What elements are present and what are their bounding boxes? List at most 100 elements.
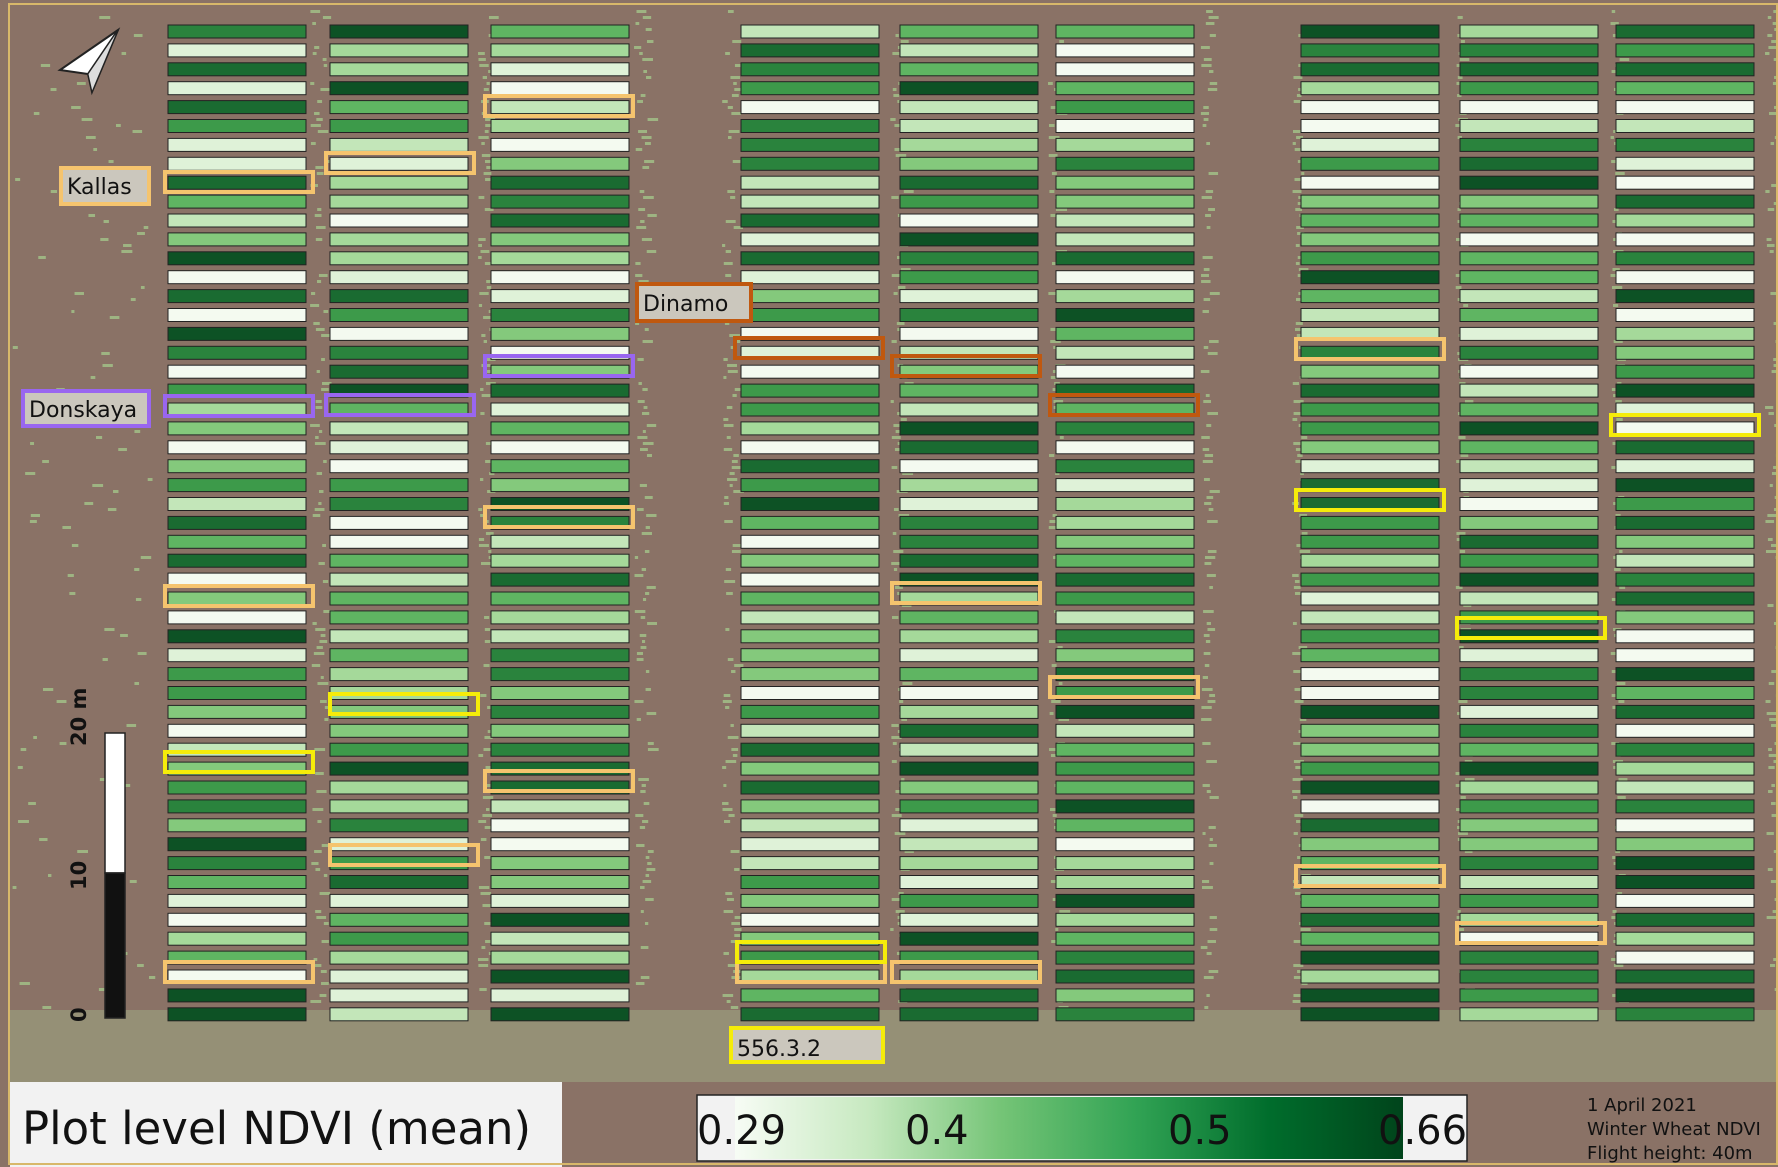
plot-cell[interactable] xyxy=(740,761,880,776)
plot-cell[interactable] xyxy=(329,534,469,549)
plot-cell[interactable] xyxy=(1459,364,1599,379)
plot-cell[interactable] xyxy=(1459,572,1599,587)
plot-cell[interactable] xyxy=(1300,837,1440,852)
plot-cell[interactable] xyxy=(1300,629,1440,644)
plot-cell[interactable] xyxy=(1615,326,1755,341)
plot-cell[interactable] xyxy=(899,421,1039,436)
plot-cell[interactable] xyxy=(490,572,630,587)
plot-cell[interactable] xyxy=(1459,308,1599,322)
plot-cell[interactable] xyxy=(1615,194,1755,209)
plot-cell[interactable] xyxy=(329,723,469,738)
plot-cell[interactable] xyxy=(490,119,630,133)
plot-cell[interactable] xyxy=(490,402,630,417)
plot-cell[interactable] xyxy=(167,497,307,511)
plot-cell[interactable] xyxy=(490,969,630,984)
plot-cell[interactable] xyxy=(740,137,880,152)
plot-cell[interactable] xyxy=(490,156,630,171)
plot-cell[interactable] xyxy=(1055,818,1195,833)
plot-cell[interactable] xyxy=(1055,308,1195,322)
plot-cell[interactable] xyxy=(1055,648,1195,663)
plot-cell[interactable] xyxy=(1615,686,1755,700)
plot-cell[interactable] xyxy=(1300,270,1440,285)
plot-cell[interactable] xyxy=(167,686,307,700)
plot-cell[interactable] xyxy=(899,912,1039,927)
plot-cell[interactable] xyxy=(1055,969,1195,984)
plot-cell[interactable] xyxy=(1055,837,1195,852)
plot-cell[interactable] xyxy=(490,43,630,58)
plot-cell[interactable] xyxy=(167,515,307,530)
plot-cell[interactable] xyxy=(899,667,1039,682)
plot-cell[interactable] xyxy=(740,251,880,266)
plot-cell[interactable] xyxy=(1615,704,1755,719)
plot-cell[interactable] xyxy=(490,818,630,833)
plot-cell[interactable] xyxy=(1055,251,1195,266)
plot-cell[interactable] xyxy=(1459,119,1599,133)
plot-cell[interactable] xyxy=(1459,383,1599,398)
plot-cell[interactable] xyxy=(490,1007,630,1022)
plot-cell[interactable] xyxy=(1300,742,1440,757)
plot-cell[interactable] xyxy=(329,62,469,77)
plot-cell[interactable] xyxy=(1055,81,1195,96)
plot-cell[interactable] xyxy=(740,799,880,814)
plot-cell[interactable] xyxy=(899,156,1039,171)
plot-cell[interactable] xyxy=(329,345,469,360)
plot-cell[interactable] xyxy=(167,912,307,927)
plot-cell[interactable] xyxy=(329,704,469,719)
plot-cell[interactable] xyxy=(740,610,880,625)
plot-cell[interactable] xyxy=(490,383,630,398)
plot-cell[interactable] xyxy=(1615,667,1755,682)
plot-cell[interactable] xyxy=(1055,988,1195,1003)
plot-cell[interactable] xyxy=(740,270,880,285)
plot-cell[interactable] xyxy=(329,761,469,776)
plot-cell[interactable] xyxy=(1615,478,1755,493)
plot-cell[interactable] xyxy=(1300,931,1440,946)
plot-cell[interactable] xyxy=(740,24,880,39)
plot-cell[interactable] xyxy=(1055,175,1195,190)
plot-cell[interactable] xyxy=(1459,175,1599,190)
plot-cell[interactable] xyxy=(329,591,469,606)
plot-cell[interactable] xyxy=(490,931,630,946)
plot-cell[interactable] xyxy=(329,950,469,965)
plot-cell[interactable] xyxy=(167,591,307,606)
plot-cell[interactable] xyxy=(1300,572,1440,587)
plot-cell[interactable] xyxy=(1615,572,1755,587)
plot-cell[interactable] xyxy=(740,156,880,171)
plot-cell[interactable] xyxy=(490,686,630,700)
plot-cell[interactable] xyxy=(490,856,630,871)
plot-cell[interactable] xyxy=(740,534,880,549)
plot-cell[interactable] xyxy=(740,515,880,530)
plot-cell[interactable] xyxy=(899,289,1039,304)
plot-cell[interactable] xyxy=(329,553,469,568)
plot-cell[interactable] xyxy=(1615,497,1755,511)
plot-cell[interactable] xyxy=(167,308,307,322)
plot-cell[interactable] xyxy=(899,326,1039,341)
plot-cell[interactable] xyxy=(740,119,880,133)
plot-cell[interactable] xyxy=(1300,251,1440,266)
plot-cell[interactable] xyxy=(1055,137,1195,152)
plot-cell[interactable] xyxy=(1300,402,1440,417)
plot-cell[interactable] xyxy=(899,497,1039,511)
plot-cell[interactable] xyxy=(899,175,1039,190)
plot-cell[interactable] xyxy=(740,232,880,247)
plot-cell[interactable] xyxy=(329,194,469,209)
plot-cell[interactable] xyxy=(1055,761,1195,776)
plot-cell[interactable] xyxy=(899,251,1039,266)
plot-cell[interactable] xyxy=(490,81,630,96)
plot-cell[interactable] xyxy=(1300,686,1440,700)
plot-cell[interactable] xyxy=(329,1007,469,1022)
plot-cell[interactable] xyxy=(167,799,307,814)
plot-cell[interactable] xyxy=(490,667,630,682)
plot-cell[interactable] xyxy=(1300,534,1440,549)
plot-cell[interactable] xyxy=(1300,289,1440,304)
plot-cell[interactable] xyxy=(329,610,469,625)
plot-cell[interactable] xyxy=(167,194,307,209)
plot-cell[interactable] xyxy=(167,875,307,889)
plot-cell[interactable] xyxy=(1055,497,1195,511)
plot-cell[interactable] xyxy=(1300,459,1440,474)
plot-cell[interactable] xyxy=(1459,950,1599,965)
plot-cell[interactable] xyxy=(1300,156,1440,171)
plot-cell[interactable] xyxy=(899,137,1039,152)
plot-cell[interactable] xyxy=(740,591,880,606)
plot-cell[interactable] xyxy=(1300,119,1440,133)
plot-cell[interactable] xyxy=(1300,648,1440,663)
